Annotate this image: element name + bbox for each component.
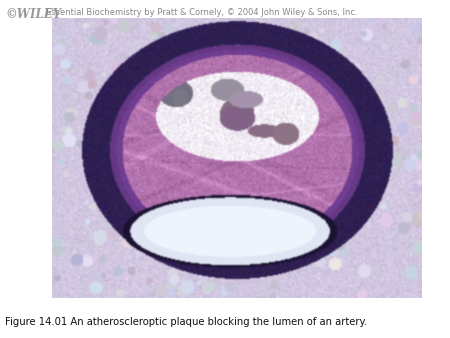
Text: Figure 14.01 An atheroscleroptic plaque blocking the lumen of an artery.: Figure 14.01 An atheroscleroptic plaque … — [5, 317, 368, 327]
Text: Essential Biochemistry by Pratt & Cornely, © 2004 John Wiley & Sons, Inc.: Essential Biochemistry by Pratt & Cornel… — [46, 8, 357, 18]
Text: ©WILEY: ©WILEY — [5, 8, 62, 21]
